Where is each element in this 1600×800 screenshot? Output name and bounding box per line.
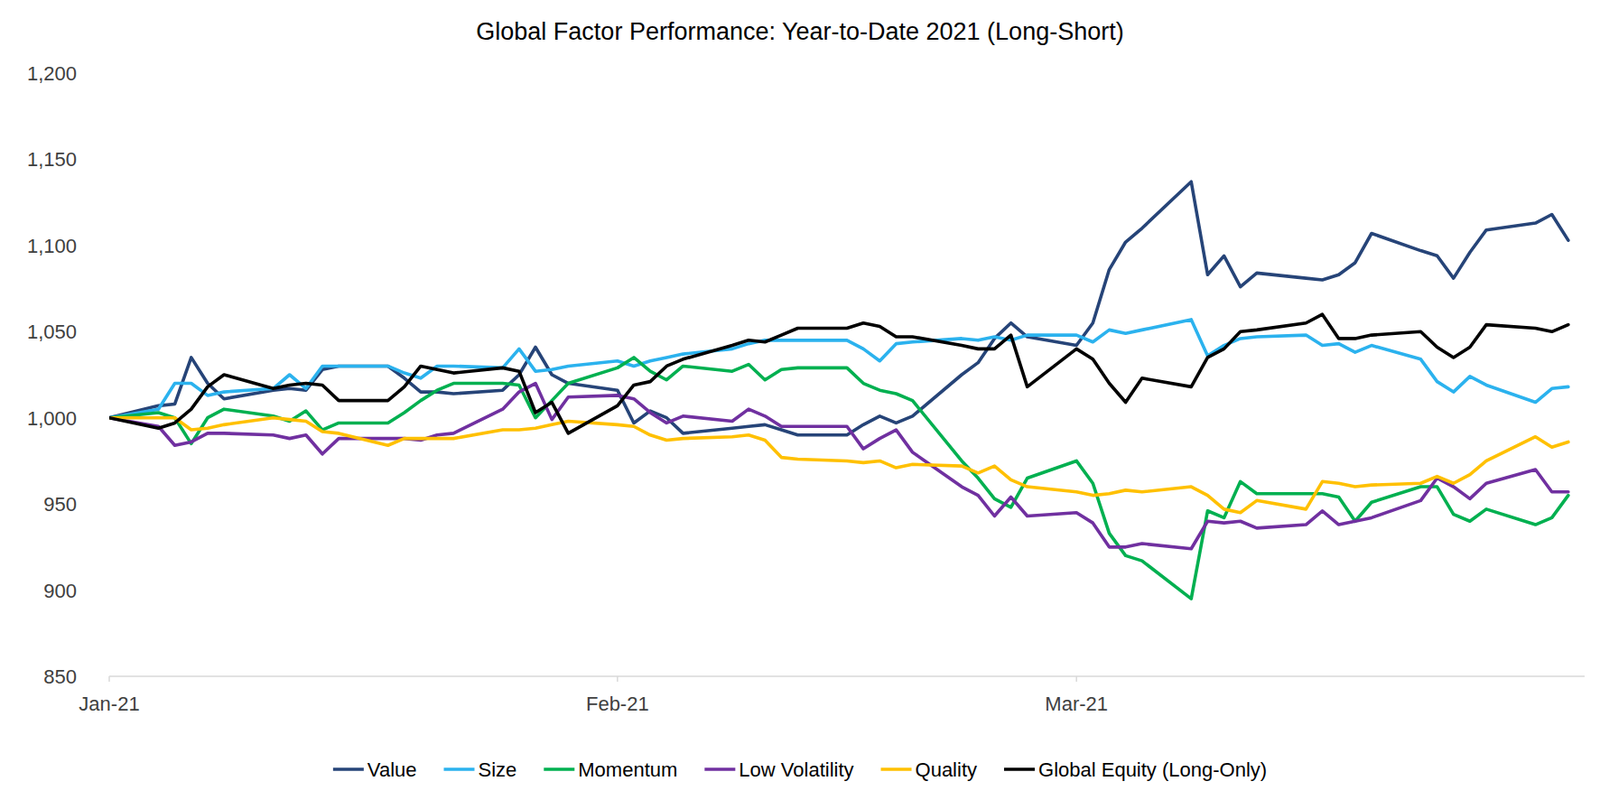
x-tick <box>108 676 111 682</box>
y-tick <box>104 331 110 333</box>
y-tick <box>104 73 110 75</box>
legend-label: Value <box>367 758 418 782</box>
y-tick-label: 900 <box>43 579 77 603</box>
y-tick-label: 950 <box>43 493 77 516</box>
x-tick <box>616 676 619 682</box>
x-tick-label: Feb-21 <box>586 692 650 716</box>
legend-label: Global Equity (Long-Only) <box>1038 758 1267 782</box>
legend-swatch <box>444 767 475 772</box>
legend-label: Quality <box>915 758 977 782</box>
y-tick-label: 1,150 <box>27 148 77 171</box>
x-tick-label: Jan-21 <box>78 692 140 716</box>
y-tick-label: 1,050 <box>27 320 77 344</box>
legend: Value Size Momentum Low Volatility Quality Gl… <box>333 758 1267 782</box>
x-tick <box>1075 676 1078 682</box>
legend-swatch <box>704 767 735 772</box>
series-line <box>109 357 1569 599</box>
y-tick <box>104 503 110 505</box>
chart: Global Factor Performance: Year-to-Date … <box>0 0 1600 800</box>
y-tick <box>104 158 110 160</box>
y-tick <box>104 589 110 591</box>
legend-label: Size <box>478 758 518 782</box>
chart-title: Global Factor Performance: Year-to-Date … <box>475 18 1124 46</box>
legend-swatch <box>543 767 575 772</box>
y-tick-label: 1,000 <box>27 407 77 430</box>
legend-label: Momentum <box>577 758 678 782</box>
series-line <box>109 181 1569 436</box>
legend-swatch <box>1004 767 1035 772</box>
legend-swatch <box>333 767 364 772</box>
x-tick-label: Mar-21 <box>1044 692 1108 716</box>
y-tick-label: 1,200 <box>27 62 77 85</box>
y-tick <box>104 244 110 246</box>
legend-swatch <box>881 767 912 772</box>
series-line <box>109 314 1569 434</box>
series-line <box>109 383 1569 549</box>
legend-label: Low Volatility <box>738 758 854 782</box>
series-line <box>109 418 1569 513</box>
plot-area <box>109 181 1569 599</box>
y-tick <box>104 417 110 419</box>
y-tick-label: 850 <box>43 665 77 689</box>
x-axis-line <box>109 675 1585 678</box>
y-tick-label: 1,100 <box>27 234 77 258</box>
